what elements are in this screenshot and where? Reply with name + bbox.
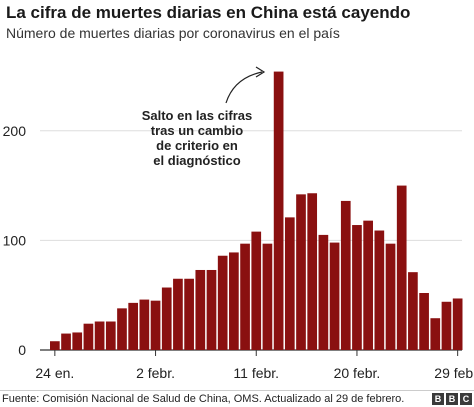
bar bbox=[284, 217, 295, 350]
annotation-arrowhead bbox=[255, 66, 266, 78]
bar bbox=[94, 321, 105, 350]
bar bbox=[307, 193, 318, 350]
bar bbox=[441, 301, 452, 350]
bar bbox=[408, 272, 418, 350]
bar bbox=[195, 269, 206, 350]
bar bbox=[173, 278, 183, 350]
bar-chart: 0 100 200 24 en. 2 febr. 11 febr. 20 febr. 29 … bbox=[3, 66, 474, 381]
bar bbox=[128, 302, 139, 350]
bar bbox=[240, 243, 250, 350]
bar bbox=[352, 225, 362, 350]
bbc-logo: B B C bbox=[432, 393, 472, 405]
x-tick-label: 29 febr. bbox=[434, 365, 474, 381]
bar bbox=[430, 318, 441, 350]
bar bbox=[396, 185, 407, 350]
bar bbox=[419, 293, 429, 350]
bbc-logo-letter: B bbox=[432, 393, 444, 405]
bar bbox=[318, 234, 329, 350]
bar bbox=[217, 255, 228, 350]
bar bbox=[184, 278, 194, 350]
bar bbox=[374, 230, 385, 350]
bar bbox=[251, 231, 262, 350]
footer-divider bbox=[0, 390, 474, 391]
bar bbox=[273, 71, 284, 350]
bbc-logo-letter: C bbox=[460, 393, 472, 405]
bar bbox=[117, 308, 127, 350]
source-note: Fuente: Comisión Nacional de Salud de Ch… bbox=[2, 393, 405, 405]
bar bbox=[161, 287, 172, 350]
y-tick-label: 200 bbox=[3, 123, 27, 139]
x-tick-label: 2 febr. bbox=[136, 365, 175, 381]
bar bbox=[363, 220, 373, 350]
annotation-text: Salto en las cifras tras un cambio de crit… bbox=[142, 108, 253, 168]
bar bbox=[296, 194, 306, 350]
bar bbox=[385, 243, 396, 350]
bbc-logo-letter: B bbox=[446, 393, 458, 405]
annotation-arrow bbox=[225, 71, 263, 104]
bar bbox=[83, 323, 94, 350]
bar bbox=[50, 341, 60, 350]
chart-title: La cifra de muertes diarias en China est… bbox=[6, 3, 411, 22]
y-tick-label: 0 bbox=[18, 342, 26, 358]
x-tick-label: 24 en. bbox=[35, 365, 74, 381]
x-tick-label: 11 febr. bbox=[233, 365, 279, 381]
y-tick-label: 100 bbox=[3, 232, 27, 248]
bar bbox=[340, 200, 351, 350]
bar bbox=[150, 300, 161, 350]
bar bbox=[139, 299, 150, 350]
chart-subtitle: Número de muertes diarias por coronaviru… bbox=[6, 25, 340, 41]
bar bbox=[61, 333, 71, 350]
bar bbox=[105, 321, 116, 350]
bar bbox=[72, 332, 83, 350]
x-tick-label: 20 febr. bbox=[334, 365, 381, 381]
bar bbox=[452, 298, 463, 350]
bar bbox=[206, 269, 217, 350]
bar bbox=[262, 243, 273, 350]
bar bbox=[229, 252, 239, 350]
bar bbox=[329, 242, 340, 350]
